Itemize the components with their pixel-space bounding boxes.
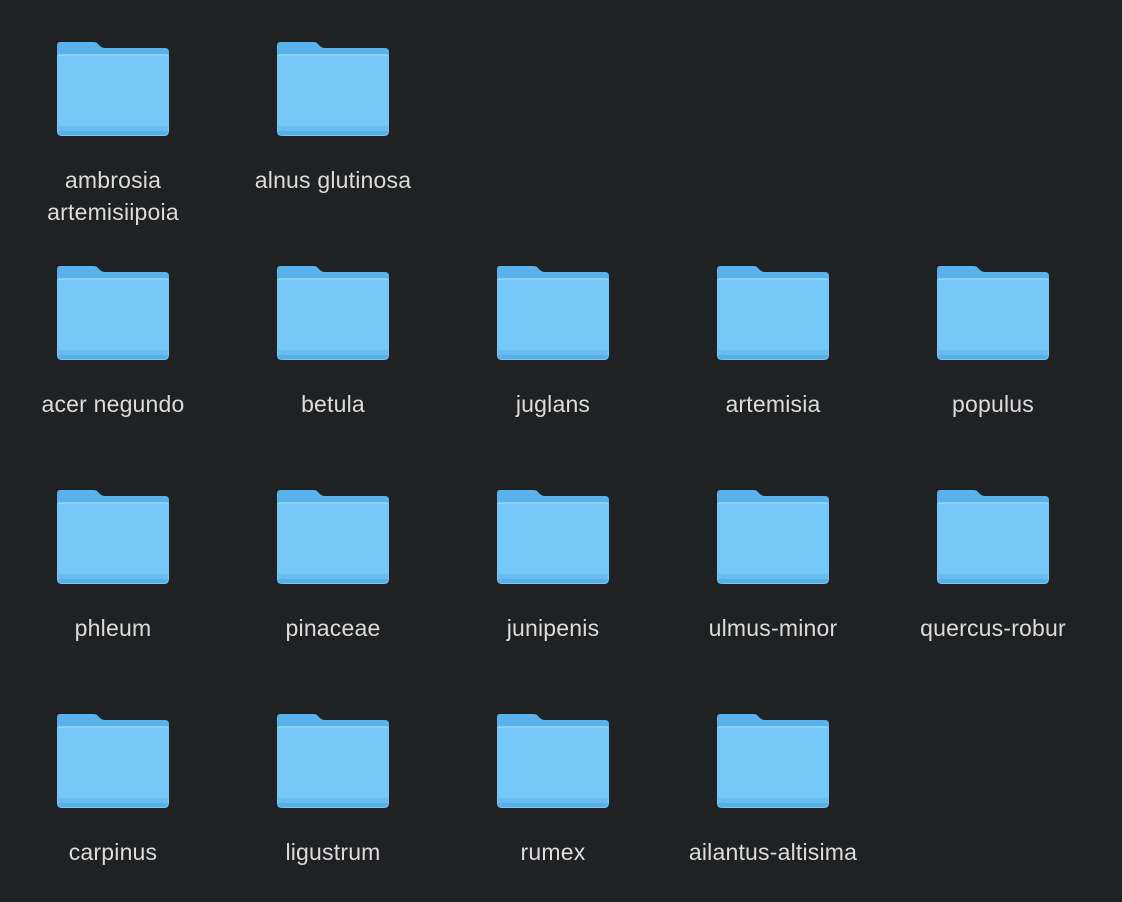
- folder-icon: [276, 713, 390, 809]
- folder-label: artemisia: [725, 391, 821, 417]
- folder-item-artemisia[interactable]: artemisia: [663, 262, 883, 420]
- folder-icon: [56, 41, 170, 137]
- folder-icon: [936, 489, 1050, 585]
- folder-icon: [496, 489, 610, 585]
- folder-label: phleum: [74, 615, 152, 641]
- folder-label: junipenis: [506, 615, 600, 641]
- folder-icon: [936, 265, 1050, 361]
- folder-icon: [716, 713, 830, 809]
- folder-item-ulmus-minor[interactable]: ulmus-minor: [663, 486, 883, 644]
- folder-item-acer-negundo[interactable]: acer negundo: [3, 262, 223, 420]
- folder-label: alnus glutinosa: [254, 167, 412, 193]
- folder-icon: [496, 713, 610, 809]
- folder-label: pinaceae: [285, 615, 381, 641]
- folder-label: carpinus: [68, 839, 158, 865]
- folder-icon: [56, 489, 170, 585]
- folder-item-populus[interactable]: populus: [883, 262, 1103, 420]
- folder-icon: [716, 489, 830, 585]
- folder-item-ambrosia-artemisiipoia[interactable]: ambrosia artemisiipoia: [3, 38, 223, 228]
- folder-item-quercus-robur[interactable]: quercus-robur: [883, 486, 1103, 644]
- folder-item-betula[interactable]: betula: [223, 262, 443, 420]
- folder-icon: [716, 265, 830, 361]
- folder-icon: [496, 265, 610, 361]
- folder-item-rumex[interactable]: rumex: [443, 710, 663, 868]
- folder-item-junipenis[interactable]: junipenis: [443, 486, 663, 644]
- folder-item-pinaceae[interactable]: pinaceae: [223, 486, 443, 644]
- folder-icon: [56, 713, 170, 809]
- folder-icon: [276, 41, 390, 137]
- folder-label: juglans: [515, 391, 591, 417]
- folder-icon: [56, 265, 170, 361]
- folder-item-juglans[interactable]: juglans: [443, 262, 663, 420]
- folder-item-alnus-glutinosa[interactable]: alnus glutinosa: [223, 38, 443, 196]
- folder-label: ailantus-altisima: [688, 839, 858, 865]
- folder-item-phleum[interactable]: phleum: [3, 486, 223, 644]
- folder-label: ambrosia artemisiipoia: [47, 167, 179, 225]
- folder-label: betula: [301, 391, 365, 417]
- folder-label: populus: [952, 391, 1034, 417]
- folder-label: acer negundo: [41, 391, 185, 417]
- folder-icon: [276, 489, 390, 585]
- folder-item-carpinus[interactable]: carpinus: [3, 710, 223, 868]
- folder-item-ligustrum[interactable]: ligustrum: [223, 710, 443, 868]
- folder-label: ulmus-minor: [708, 615, 838, 641]
- folder-icon: [276, 265, 390, 361]
- folder-label: quercus-robur: [920, 615, 1066, 641]
- folder-item-ailantus-altisima[interactable]: ailantus-altisima: [663, 710, 883, 868]
- folder-label: rumex: [520, 839, 586, 865]
- folder-label: ligustrum: [285, 839, 381, 865]
